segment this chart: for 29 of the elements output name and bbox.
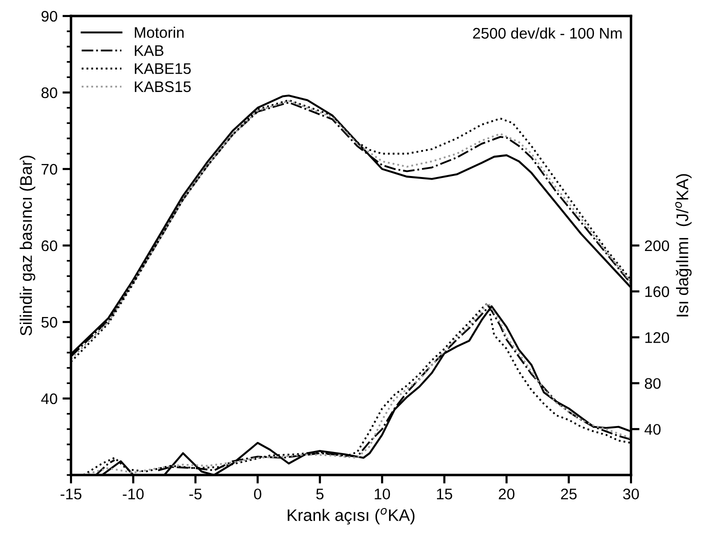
y2-tick-label: 40 <box>644 424 661 435</box>
x-tick-label: 30 <box>623 488 639 500</box>
y-tick-label: 60 <box>42 240 58 252</box>
y-tick-label: 50 <box>41 316 58 328</box>
x-tick-label: 5 <box>316 488 324 500</box>
x-axis-title: Krank açısı ($^{o}$KA) <box>288 508 414 524</box>
x-tick-label: 10 <box>374 488 390 500</box>
annotation: 2500 dev/dk - 100 Nm <box>473 27 622 39</box>
y-axis-title: Silindir gaz basıncı (Bar) <box>20 156 36 336</box>
x-tick-label: 25 <box>561 488 577 500</box>
legend-label: Motorin <box>134 26 184 38</box>
y-tick-label: 70 <box>42 164 58 175</box>
x-tick-label: -15 <box>60 488 82 500</box>
x-tick-label: -10 <box>122 488 144 500</box>
legend-label: KAB <box>134 45 164 56</box>
legend-label: KABE15 <box>134 63 191 74</box>
y-tick-label: 80 <box>41 87 58 98</box>
y2-tick-label: 200 <box>644 240 670 252</box>
legend-label: KABS15 <box>134 81 191 92</box>
y-tick-label: 90 <box>42 10 58 22</box>
y-tick-label: 40 <box>41 393 58 404</box>
y2-tick-label: 160 <box>645 286 670 298</box>
y2-tick-label: 120 <box>645 332 670 343</box>
y2-tick-label: 80 <box>644 378 661 389</box>
x-tick-label: 15 <box>437 488 452 500</box>
y2-axis-title: Isı dağılımı (J/$^{o}$KA) <box>675 174 692 316</box>
x-tick-label: 20 <box>498 488 514 500</box>
x-tick-label: 0 <box>254 488 262 500</box>
x-tick-label: -5 <box>189 488 202 500</box>
